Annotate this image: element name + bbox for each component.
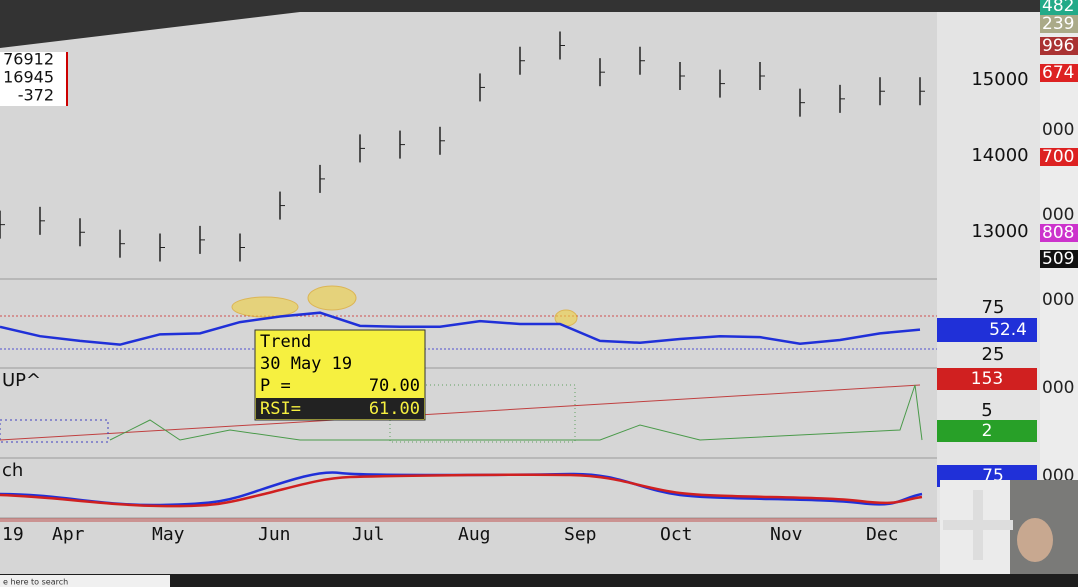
up-badge: 2 [982,421,993,441]
rsi-tick: 25 [982,344,1005,365]
far-badge [1040,37,1078,55]
far-value: 808 [1042,223,1074,243]
gap [0,548,940,572]
far-value: 239 [1042,14,1074,34]
far-badge [1040,148,1078,166]
highlight [307,285,357,311]
price-tick: 13000 [971,221,1028,242]
month-label: Apr [52,524,85,545]
month-label: Jun [258,524,291,545]
person [1017,518,1053,562]
info-value: 76912 [3,50,54,69]
highlight [231,296,299,318]
far-value: 996 [1042,36,1074,56]
search-box [0,575,170,587]
search-text[interactable]: e here to search [3,578,68,587]
tooltip-label: P = [260,376,291,396]
far-badge [1040,224,1078,242]
far-value: 509 [1042,249,1074,269]
tooltip-date: 30 May 19 [260,354,352,374]
up-badge: 153 [971,369,1003,389]
info-value: -372 [18,86,54,105]
info-box [0,52,68,106]
far-badge [1040,64,1078,82]
rsi-tick: 75 [982,297,1005,318]
oscillator [109,384,923,441]
month-label: Jul [352,524,385,545]
trend-line [0,384,921,441]
month-label: Oct [660,524,693,545]
month-label: May [152,524,185,545]
far-column [1040,0,1078,575]
far-badge [1040,0,1078,15]
far-value: 000 [1042,205,1074,225]
top-bar [0,0,1040,48]
panel-label: ch [2,460,23,481]
month-label: Sep [564,524,597,545]
badge [937,420,1037,442]
far-value: 674 [1042,63,1074,83]
far-value: 000 [1042,378,1074,398]
far-value: 700 [1042,147,1074,167]
month-label: Aug [458,524,491,545]
panel-label: UP^ [2,370,41,391]
tooltip-label: RSI= [260,399,301,419]
price-tick: 15000 [971,69,1028,90]
up-tick: 5 [981,400,992,421]
far-value: 000 [1042,120,1074,140]
rsi-line [0,311,921,346]
volume-block [389,384,576,443]
far-value: 000 [1042,290,1074,310]
far-value: 482 [1042,0,1074,16]
plus-icon [943,520,1013,530]
month-axis: 19 Apr May Jun Jul Aug Sep Oct Nov Dec [2,524,899,545]
tooltip-row [256,398,424,419]
taskbar [0,574,1078,587]
stoch-d [0,473,923,508]
tooltip-title: Trend [260,332,311,352]
strip [0,518,937,522]
tooltip-value: 70.00 [369,376,420,396]
month-label: Dec [866,524,899,545]
month-label: Nov [770,524,803,545]
badge [937,318,1037,342]
far-badge [1040,15,1078,33]
far-badge [1040,250,1078,268]
tooltip-value: 61.00 [369,399,420,419]
price-tick: 14000 [971,145,1028,166]
rsi-badge: 52.4 [989,320,1027,340]
month-label: 19 [2,524,24,545]
info-value: 16945 [3,68,54,87]
badge [937,368,1037,390]
